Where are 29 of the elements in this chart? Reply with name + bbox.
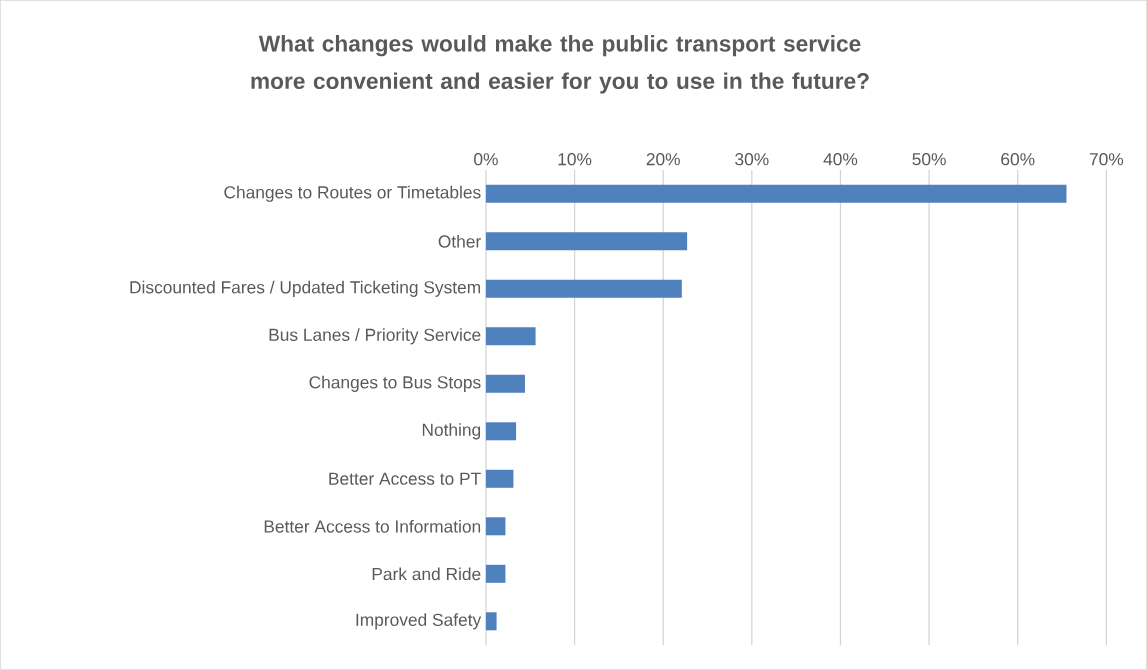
x-tick-label: 0% — [474, 153, 498, 166]
y-tick-label: Bus Lanes / Priority Service — [269, 328, 481, 345]
x-tick-label: 70% — [1089, 153, 1124, 166]
y-tick-label: Better Access to Information — [264, 520, 481, 533]
bar — [485, 374, 525, 393]
bar — [485, 564, 506, 583]
bar — [485, 469, 514, 488]
bar — [485, 327, 536, 346]
y-tick-label: Discounted Fares / Updated Ticketing System — [130, 280, 481, 298]
y-tick-label: Other — [438, 235, 481, 248]
x-tick-label: 10% — [558, 153, 592, 166]
x-tick-label: 60% — [1001, 153, 1035, 166]
x-tick-label: 40% — [823, 153, 858, 166]
y-tick-label: Improved Safety — [356, 613, 482, 630]
y-tick-label: Better Access to PT — [329, 472, 481, 486]
bar — [485, 517, 506, 536]
chart-title: What changes would make the public transport service more convenient and easier for you to use in the future? — [251, 35, 869, 94]
bar — [485, 184, 1067, 203]
y-tick-label: Nothing — [422, 423, 481, 440]
y-tick-label: Park and Ride — [372, 567, 481, 581]
bar — [485, 612, 497, 631]
x-tick-label: 20% — [646, 153, 680, 166]
y-tick-label: Changes to Routes or Timetables — [224, 185, 481, 203]
y-tick-label: Changes to Bus Stops — [309, 375, 481, 393]
bar — [485, 232, 688, 251]
x-tick-label: 30% — [735, 153, 769, 166]
x-tick-label: 50% — [912, 153, 946, 166]
bar — [485, 422, 517, 441]
bar — [485, 279, 682, 298]
